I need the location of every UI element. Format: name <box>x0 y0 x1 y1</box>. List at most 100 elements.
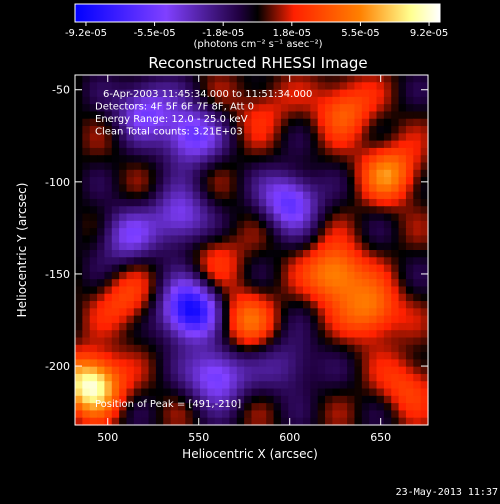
heatmap-cell <box>177 104 186 113</box>
heatmap-cell <box>207 271 216 280</box>
heatmap-cell <box>391 388 400 397</box>
heatmap-cell <box>420 111 429 120</box>
heatmap-cell <box>133 395 142 404</box>
heatmap-cell <box>133 279 142 288</box>
heatmap-cell <box>170 330 179 339</box>
heatmap-cell <box>325 191 333 200</box>
heatmap-cell <box>170 417 179 426</box>
heatmap-cell <box>89 286 98 295</box>
heatmap-cell <box>148 388 157 397</box>
heatmap-cell <box>295 330 304 339</box>
heatmap-cell <box>369 308 378 317</box>
heatmap-cell <box>89 206 98 215</box>
heatmap-cell <box>413 96 422 105</box>
annotation-line: 6-Apr-2003 11:45:34.000 to 11:51:34.000 <box>103 89 312 100</box>
heatmap-cell <box>185 366 194 375</box>
heatmap-cell <box>75 118 83 127</box>
heatmap-cell <box>229 301 238 309</box>
heatmap-cell <box>126 315 135 324</box>
heatmap-cell <box>222 264 231 273</box>
heatmap-cell <box>141 403 150 412</box>
heatmap-cell <box>398 242 407 251</box>
heatmap-cell <box>222 191 231 200</box>
heatmap-cell <box>354 250 363 258</box>
heatmap-cell <box>354 381 363 390</box>
heatmap-cell <box>163 286 172 295</box>
heatmap-cell <box>398 337 407 346</box>
heatmap-cell <box>222 279 231 288</box>
heatmap-cell <box>244 286 253 295</box>
heatmap-cell <box>317 366 326 375</box>
heatmap-cell <box>383 104 392 113</box>
heatmap-cell <box>405 82 414 91</box>
heatmap-cell <box>273 184 282 193</box>
heatmap-cell <box>111 147 120 156</box>
heatmap-cell <box>325 264 333 273</box>
heatmap-cell <box>325 381 333 390</box>
heatmap-cell <box>420 177 429 185</box>
heatmap-cell <box>391 279 400 288</box>
heatmap-cell <box>97 191 106 200</box>
heatmap-cell <box>354 184 363 193</box>
heatmap-cell <box>222 286 231 295</box>
heatmap-cell <box>192 271 201 280</box>
heatmap-cell <box>310 250 319 258</box>
heatmap-cell <box>200 118 208 127</box>
heatmap-cell <box>119 286 128 295</box>
heatmap-cell <box>369 410 378 419</box>
chart-title: Reconstructed RHESSI Image <box>148 54 367 72</box>
heatmap-cell <box>288 155 297 164</box>
heatmap-cell <box>251 381 260 390</box>
heatmap-cell <box>244 177 253 185</box>
heatmap-cell <box>310 111 319 120</box>
heatmap-cell <box>200 162 208 171</box>
heatmap-cell <box>163 96 172 105</box>
heatmap-cell <box>302 118 311 127</box>
heatmap-cell <box>133 169 142 178</box>
heatmap-cell <box>75 75 83 83</box>
heatmap-cell <box>273 315 282 324</box>
heatmap-cell <box>369 228 378 237</box>
heatmap-cell <box>170 206 179 215</box>
heatmap-cell <box>185 82 194 91</box>
heatmap-cell <box>376 271 385 280</box>
heatmap-cell <box>332 184 341 193</box>
heatmap-cell <box>192 410 201 419</box>
peak-position-label: Position of Peak = [491,-210] <box>95 399 241 410</box>
heatmap-cell <box>119 410 128 419</box>
heatmap-cell <box>302 308 311 317</box>
heatmap-cell <box>148 373 157 382</box>
heatmap-cell <box>420 147 429 156</box>
heatmap-cell <box>89 352 98 360</box>
heatmap-cell <box>236 301 245 309</box>
heatmap-cell <box>133 118 142 127</box>
heatmap-cell <box>200 373 208 382</box>
heatmap-cell <box>383 206 392 215</box>
heatmap-cell <box>126 220 135 229</box>
heatmap-cell <box>391 315 400 324</box>
heatmap-cell <box>251 147 260 156</box>
heatmap-cell <box>383 410 392 419</box>
heatmap-cell <box>361 213 370 222</box>
heatmap-cell <box>119 126 128 134</box>
heatmap-cell <box>391 140 400 149</box>
heatmap-cell <box>97 366 106 375</box>
heatmap-cell <box>280 403 289 412</box>
heatmap-cell <box>302 155 311 164</box>
heatmap-cell <box>75 155 83 164</box>
heatmap-cell <box>383 147 392 156</box>
heatmap-cell <box>207 228 216 237</box>
heatmap-cell <box>405 162 414 171</box>
heatmap-cell <box>332 264 341 273</box>
heatmap-cell <box>376 301 385 309</box>
heatmap-cell <box>82 89 91 98</box>
heatmap-cell <box>288 235 297 244</box>
heatmap-cell <box>207 381 216 390</box>
heatmap-cell <box>207 147 216 156</box>
heatmap-cell <box>214 220 223 229</box>
heatmap-cell <box>111 162 120 171</box>
heatmap-cell <box>170 337 179 346</box>
heatmap-cell <box>244 352 253 360</box>
heatmap-cell <box>383 220 392 229</box>
heatmap-cell <box>325 322 333 331</box>
